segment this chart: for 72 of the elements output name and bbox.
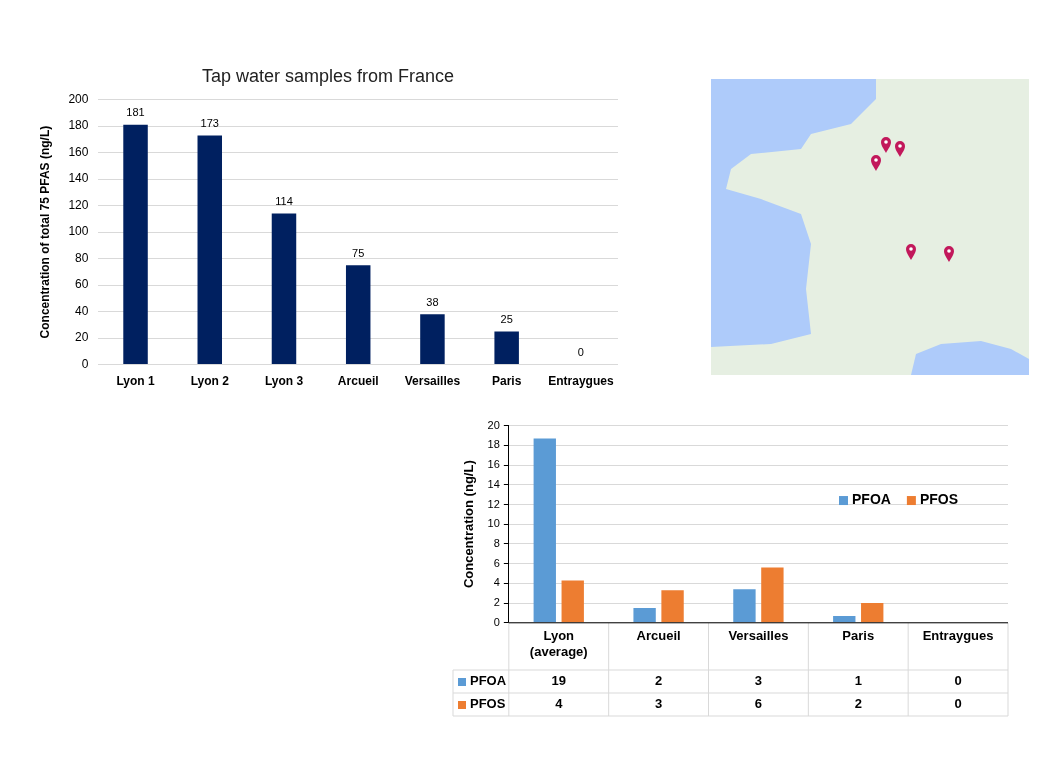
y-tick-label: 12 xyxy=(487,497,500,510)
y-tick-label: 20 xyxy=(75,330,89,345)
y-tick-label: 20 xyxy=(487,418,500,431)
bar xyxy=(833,615,856,623)
bar xyxy=(861,603,884,623)
data-label: 6 xyxy=(754,696,763,712)
y-tick-label: 60 xyxy=(75,277,89,292)
data-label: 38 xyxy=(426,295,439,308)
bar xyxy=(661,590,684,623)
y-tick-label: 40 xyxy=(75,303,89,318)
x-tick-label: Versailles xyxy=(404,374,461,389)
y-tick-label: 200 xyxy=(68,91,89,106)
data-label: 75 xyxy=(352,246,365,259)
y-tick-label: 100 xyxy=(68,224,89,239)
data-label: 3 xyxy=(654,696,663,712)
y-tick-label: 180 xyxy=(68,118,89,133)
y-tick-label: 2 xyxy=(493,596,500,609)
legend-label: PFOS xyxy=(919,491,959,508)
x-tick-label: Paris xyxy=(842,628,875,644)
bar xyxy=(561,580,584,623)
bar xyxy=(420,314,445,365)
y-tick-label: 6 xyxy=(493,556,500,569)
x-tick-label: Entraygues xyxy=(548,374,614,389)
bar xyxy=(345,265,371,365)
x-tick-label: Entraygues xyxy=(922,628,994,644)
data-label: 3 xyxy=(754,673,763,689)
bar xyxy=(271,213,297,365)
bar xyxy=(633,608,656,623)
y-tick-label: 140 xyxy=(68,171,89,186)
data-label: 2 xyxy=(654,673,663,689)
x-tick-label: Lyon 1 xyxy=(116,374,155,389)
y-tick-label: 14 xyxy=(487,477,500,490)
bar xyxy=(761,567,784,623)
bar xyxy=(733,589,756,623)
data-label: 4 xyxy=(555,696,564,712)
data-label: 114 xyxy=(275,195,293,208)
y-tick-label: 80 xyxy=(75,250,89,265)
x-tick-label: Lyon 2 xyxy=(190,374,230,389)
x-tick-label: Lyon 3 xyxy=(264,374,304,389)
x-tick-label: Arcueil xyxy=(337,374,379,389)
data-label: 2 xyxy=(854,696,862,712)
y-tick-label: 120 xyxy=(68,197,89,212)
y-tick-label: 18 xyxy=(487,438,500,451)
legend-label: PFOA xyxy=(851,491,891,508)
bar xyxy=(123,124,148,365)
x-tick-label: Paris xyxy=(491,374,522,389)
text: PFOS xyxy=(470,696,506,712)
chart-title: Tap water samples from France xyxy=(201,65,455,86)
text: PFOA xyxy=(470,673,507,689)
y-tick-label: 8 xyxy=(493,536,500,549)
data-label: 173 xyxy=(200,116,219,129)
bar xyxy=(533,438,556,623)
x-tick-label: Arcueil xyxy=(636,628,681,644)
y-tick-label: 10 xyxy=(487,517,500,530)
bar xyxy=(494,331,519,365)
data-label: 0 xyxy=(954,696,962,712)
data-label: 0 xyxy=(577,346,584,359)
x-tick-label: Lyon (average) xyxy=(529,628,588,659)
data-label: 181 xyxy=(126,106,145,119)
y-axis-title: Concentration (ng/L) xyxy=(461,460,477,589)
y-tick-label: 16 xyxy=(487,458,500,471)
data-label: 25 xyxy=(500,313,513,326)
y-axis-title: Concentration of total 75 PFAS (ng/L) xyxy=(37,125,52,339)
y-tick-label: 0 xyxy=(493,615,500,628)
y-tick-label: 4 xyxy=(493,576,500,589)
y-tick-label: 0 xyxy=(81,356,89,371)
y-tick-label: 160 xyxy=(68,144,89,159)
bar xyxy=(197,135,223,365)
x-tick-label: Versailles xyxy=(728,628,789,644)
data-label: 19 xyxy=(551,673,566,689)
data-label: 0 xyxy=(954,673,962,689)
data-label: 1 xyxy=(854,673,862,689)
